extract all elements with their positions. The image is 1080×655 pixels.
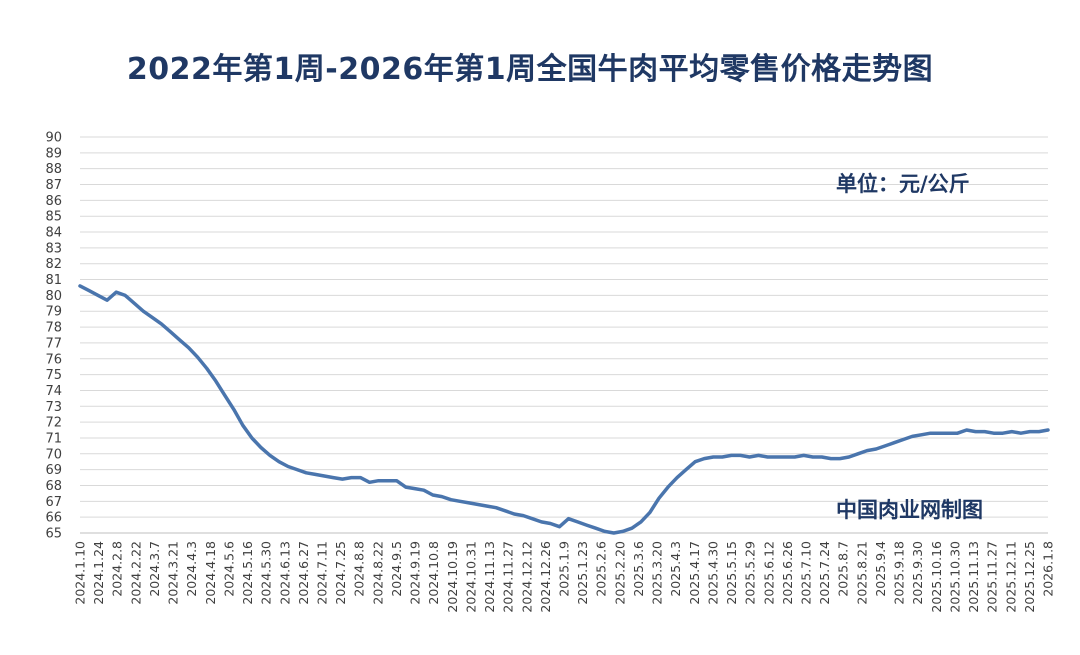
x-tick-label: 2024.12.26 (538, 541, 553, 613)
grid-lines (80, 136, 1048, 534)
y-axis-ticks: 6566676869707172737475767778798081828384… (45, 131, 62, 542)
x-tick-label: 2025.5.29 (743, 541, 758, 605)
x-tick-label: 2024.1.24 (91, 541, 106, 605)
y-tick-label: 69 (45, 463, 62, 478)
x-tick-label: 2025.1.9 (557, 541, 572, 597)
y-tick-label: 78 (45, 321, 62, 336)
y-tick-label: 67 (45, 495, 62, 510)
x-tick-label: 2025.7.10 (799, 541, 814, 605)
x-tick-label: 2024.9.19 (408, 541, 423, 605)
x-tick-label: 2025.4.3 (668, 541, 683, 597)
y-tick-label: 90 (45, 131, 62, 146)
unit-label: 单位：元/公斤 (836, 172, 970, 196)
x-tick-label: 2024.11.27 (501, 541, 516, 613)
y-tick-label: 80 (45, 289, 62, 304)
x-tick-label: 2025.2.20 (612, 541, 627, 605)
y-tick-label: 70 (45, 447, 62, 462)
x-tick-label: 2025.5.15 (724, 541, 739, 605)
y-tick-label: 75 (45, 368, 62, 383)
x-tick-label: 2025.2.6 (594, 541, 609, 597)
y-tick-label: 66 (45, 511, 62, 526)
x-tick-label: 2024.3.7 (147, 541, 162, 597)
y-tick-label: 84 (45, 226, 62, 241)
source-label: 中国肉业网制图 (836, 498, 983, 522)
series-layer (78, 284, 1050, 535)
x-tick-label: 2024.5.6 (221, 541, 236, 597)
x-tick-label: 2025.9.18 (892, 541, 907, 605)
x-tick-label: 2024.6.27 (296, 541, 311, 605)
x-tick-label: 2024.8.22 (370, 541, 385, 605)
y-tick-label: 81 (45, 273, 62, 288)
x-tick-label: 2024.3.21 (166, 541, 181, 605)
x-tick-label: 2024.7.11 (315, 541, 330, 605)
y-tick-label: 68 (45, 479, 62, 494)
x-tick-label: 2025.3.6 (631, 541, 646, 597)
x-tick-label: 2024.10.8 (426, 541, 441, 605)
y-tick-label: 86 (45, 194, 62, 209)
x-tick-label: 2024.1.10 (73, 541, 88, 605)
y-tick-label: 89 (45, 146, 62, 161)
x-tick-label: 2024.11.13 (482, 541, 497, 613)
y-tick-label: 77 (45, 336, 62, 351)
x-tick-label: 2025.9.30 (910, 541, 925, 605)
chart-title: 2022年第1周-2026年第1周全国牛肉平均零售价格走势图 (126, 52, 934, 87)
y-tick-label: 65 (45, 527, 62, 542)
x-tick-label: 2025.11.27 (985, 541, 1000, 613)
x-tick-label: 2025.4.17 (687, 541, 702, 605)
x-tick-label: 2025.3.20 (650, 541, 665, 605)
x-tick-label: 2025.1.23 (575, 541, 590, 605)
y-tick-label: 83 (45, 241, 62, 256)
x-tick-label: 2025.9.4 (873, 541, 888, 597)
x-tick-label: 2024.4.3 (184, 541, 199, 597)
x-tick-label: 2025.8.7 (836, 541, 851, 597)
y-tick-label: 87 (45, 178, 62, 193)
x-tick-label: 2025.4.30 (705, 541, 720, 605)
y-tick-label: 74 (45, 384, 62, 399)
x-axis-ticks: 2024.1.10 2024.1.24 2024.2.8 2024.2.22 2024.… (73, 541, 1056, 613)
x-tick-label: 2024.4.18 (203, 541, 218, 605)
x-tick-label: 2025.10.30 (947, 541, 962, 613)
y-tick-label: 76 (45, 352, 62, 367)
x-tick-label: 2024.10.19 (445, 541, 460, 613)
x-tick-label: 2024.8.8 (352, 541, 367, 597)
x-tick-label: 2025.12.25 (1022, 541, 1037, 613)
x-tick-label: 2025.6.26 (780, 541, 795, 605)
series-line (78, 284, 1050, 535)
x-tick-label: 2025.10.16 (929, 541, 944, 613)
x-tick-label: 2024.10.31 (463, 541, 478, 613)
y-tick-label: 71 (45, 431, 62, 446)
x-tick-label: 2026.1.8 (1041, 541, 1056, 597)
x-tick-label: 2024.9.5 (389, 541, 404, 597)
x-tick-label: 2024.5.30 (259, 541, 274, 605)
x-tick-label: 2025.12.11 (1003, 541, 1018, 613)
x-tick-label: 2024.2.8 (110, 541, 125, 597)
x-tick-label: 2024.12.12 (519, 541, 534, 613)
x-tick-label: 2024.5.16 (240, 541, 255, 605)
x-tick-label: 2025.8.21 (854, 541, 869, 605)
y-tick-label: 79 (45, 305, 62, 320)
x-tick-label: 2024.2.22 (128, 541, 143, 605)
y-tick-label: 85 (45, 210, 62, 225)
y-tick-label: 82 (45, 257, 62, 272)
x-tick-label: 2025.6.12 (761, 541, 776, 605)
x-tick-label: 2025.11.13 (966, 541, 981, 613)
y-tick-label: 88 (45, 162, 62, 177)
y-tick-label: 73 (45, 400, 62, 415)
y-tick-label: 72 (45, 416, 62, 431)
x-tick-label: 2025.7.24 (817, 541, 832, 605)
x-tick-label: 2024.7.25 (333, 541, 348, 605)
x-tick-label: 2024.6.13 (277, 541, 292, 605)
